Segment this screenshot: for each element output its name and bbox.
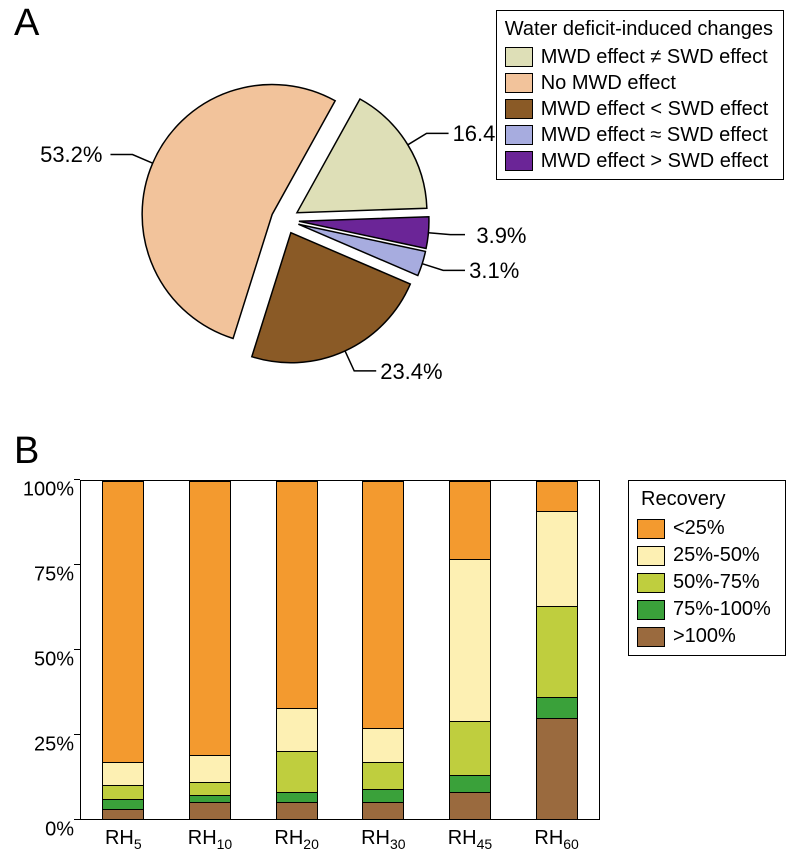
bar-segment bbox=[277, 708, 317, 752]
bar-segment bbox=[363, 728, 403, 762]
legend-b: Recovery <25%25%-50%50%-75%75%-100%>100% bbox=[628, 480, 786, 656]
bar-segment bbox=[190, 795, 230, 802]
bar-segment bbox=[363, 481, 403, 728]
legend-swatch bbox=[637, 519, 665, 539]
legend-swatch bbox=[637, 627, 665, 647]
bar-column: RH20 bbox=[276, 480, 318, 820]
legend-swatch bbox=[637, 600, 665, 620]
legend-swatch bbox=[637, 573, 665, 593]
legend-a-title: Water deficit-induced changes bbox=[505, 16, 773, 42]
legend-b-item: 25%-50% bbox=[637, 542, 771, 569]
legend-label: MWD effect ≠ SWD effect bbox=[541, 44, 768, 70]
legend-swatch bbox=[505, 99, 533, 119]
stacked-bar-chart: Phosphorylation sites 0%25%50%75%100% RH… bbox=[80, 480, 600, 820]
legend-swatch bbox=[505, 73, 533, 93]
pie-slice-label: 3.1% bbox=[469, 258, 519, 284]
legend-b-item: <25% bbox=[637, 515, 771, 542]
bar-segment bbox=[450, 775, 490, 792]
bar-segment bbox=[450, 559, 490, 721]
x-tick-label: RH10 bbox=[188, 819, 232, 852]
legend-b-item: 75%-100% bbox=[637, 596, 771, 623]
y-tick-label: 50% bbox=[34, 649, 80, 672]
y-tick-label: 100% bbox=[23, 479, 80, 502]
pie-leader-line bbox=[428, 233, 465, 235]
bar-segment bbox=[450, 481, 490, 559]
legend-label: 25%-50% bbox=[673, 542, 760, 569]
bar-segment bbox=[450, 721, 490, 775]
panel-a-letter: A bbox=[14, 2, 39, 45]
y-tick-label: 75% bbox=[34, 564, 80, 587]
figure-root: A 16.4%3.9%3.1%23.4%53.2% Water deficit-… bbox=[0, 0, 796, 861]
legend-label: MWD effect < SWD effect bbox=[541, 96, 769, 122]
bar-column: RH60 bbox=[536, 480, 578, 820]
legend-swatch bbox=[505, 47, 533, 67]
bar-column: RH5 bbox=[102, 480, 144, 820]
legend-label: 50%-75% bbox=[673, 569, 760, 596]
pie-slice-label: 3.9% bbox=[476, 223, 526, 249]
legend-b-item: >100% bbox=[637, 623, 771, 650]
legend-a-item: MWD effect ≠ SWD effect bbox=[505, 44, 773, 70]
legend-swatch bbox=[505, 151, 533, 171]
x-tick-label: RH5 bbox=[105, 819, 142, 852]
pie-slice-label: 53.2% bbox=[36, 142, 102, 168]
bar-segment bbox=[537, 697, 577, 717]
bar-segment bbox=[103, 762, 143, 786]
legend-label: No MWD effect bbox=[541, 70, 676, 96]
bar-segment bbox=[103, 799, 143, 809]
legend-label: MWD effect ≈ SWD effect bbox=[541, 122, 768, 148]
bar-segment bbox=[277, 481, 317, 707]
bar-column: RH30 bbox=[362, 480, 404, 820]
pie-leader-line bbox=[110, 154, 152, 163]
bar-segment bbox=[190, 755, 230, 782]
legend-a-item: No MWD effect bbox=[505, 70, 773, 96]
legend-a-item: MWD effect < SWD effect bbox=[505, 96, 773, 122]
legend-a-item: MWD effect ≈ SWD effect bbox=[505, 122, 773, 148]
bar-column: RH10 bbox=[189, 480, 231, 820]
pie-leader-line bbox=[422, 264, 465, 271]
bar-segment bbox=[363, 762, 403, 789]
pie-leader-line bbox=[408, 133, 449, 144]
bar-column: RH45 bbox=[449, 480, 491, 820]
x-tick-label: RH30 bbox=[361, 819, 405, 852]
bar-segment bbox=[277, 751, 317, 792]
bar-segment bbox=[103, 809, 143, 819]
bar-segment bbox=[363, 802, 403, 819]
legend-swatch bbox=[637, 546, 665, 566]
bar-segment bbox=[277, 802, 317, 819]
bar-segment bbox=[190, 802, 230, 819]
pie-chart bbox=[105, 40, 465, 400]
pie-slice-label: 23.4% bbox=[380, 359, 442, 385]
legend-b-item: 50%-75% bbox=[637, 569, 771, 596]
bars-container: RH5 RH10 RH20 RH30 RH45 RH60 bbox=[80, 480, 600, 820]
legend-label: >100% bbox=[673, 623, 736, 650]
bar-segment bbox=[190, 481, 230, 755]
x-tick-label: RH20 bbox=[274, 819, 318, 852]
y-tick-label: 25% bbox=[34, 734, 80, 757]
legend-label: <25% bbox=[673, 515, 725, 542]
x-tick-label: RH60 bbox=[534, 819, 578, 852]
legend-b-title: Recovery bbox=[637, 486, 771, 513]
panel-b-letter: B bbox=[14, 430, 39, 473]
bar-segment bbox=[450, 792, 490, 819]
bar-segment bbox=[537, 718, 577, 819]
bar-segment bbox=[537, 481, 577, 511]
legend-swatch bbox=[505, 125, 533, 145]
bar-segment bbox=[277, 792, 317, 802]
bar-segment bbox=[537, 511, 577, 606]
legend-label: MWD effect > SWD effect bbox=[541, 148, 769, 174]
bar-segment bbox=[103, 481, 143, 762]
legend-a: Water deficit-induced changes MWD effect… bbox=[496, 10, 784, 180]
bar-segment bbox=[363, 789, 403, 803]
bar-segment bbox=[537, 606, 577, 697]
legend-label: 75%-100% bbox=[673, 596, 771, 623]
legend-a-item: MWD effect > SWD effect bbox=[505, 148, 773, 174]
bar-segment bbox=[190, 782, 230, 796]
pie-leader-line bbox=[345, 351, 376, 371]
y-tick-label: 0% bbox=[45, 819, 80, 842]
x-tick-label: RH45 bbox=[448, 819, 492, 852]
bar-segment bbox=[103, 785, 143, 799]
